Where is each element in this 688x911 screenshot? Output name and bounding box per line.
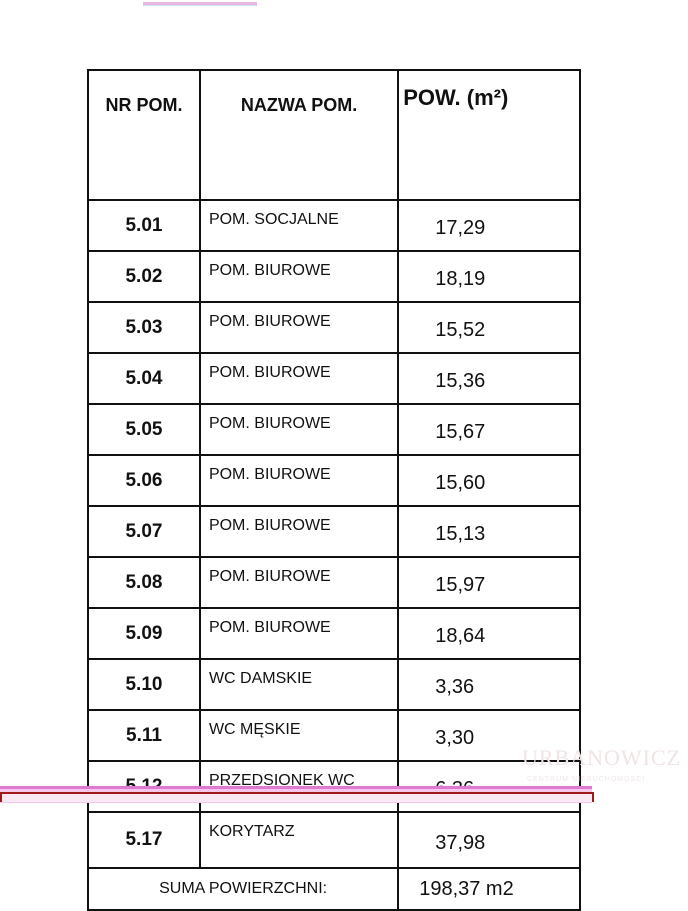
room-area: 15,67 bbox=[397, 403, 581, 456]
room-name: WC MĘSKIE bbox=[198, 709, 400, 762]
room-number: 5.10 bbox=[87, 658, 201, 711]
header-nr: NR POM. bbox=[87, 69, 201, 201]
top-decor-line bbox=[143, 2, 257, 6]
room-name: POM. BIUROWE bbox=[198, 352, 400, 405]
table-row: 5.06 POM. BIUROWE 15,60 bbox=[87, 454, 581, 507]
room-area: 15,60 bbox=[397, 454, 581, 507]
table-row: 5.01 POM. SOCJALNE 17,29 bbox=[87, 199, 581, 252]
total-value: 198,37 m2 bbox=[397, 867, 581, 911]
bottom-frame-border bbox=[0, 792, 594, 802]
room-name: POM. BIUROWE bbox=[198, 403, 400, 456]
room-area: 15,13 bbox=[397, 505, 581, 558]
room-area: 18,64 bbox=[397, 607, 581, 660]
room-area-table: NR POM. NAZWA POM. POW. (m²) 5.01 POM. SO… bbox=[86, 69, 581, 911]
room-number: 5.04 bbox=[87, 352, 201, 405]
room-number: 5.09 bbox=[87, 607, 201, 660]
room-name: POM. BIUROWE bbox=[198, 505, 400, 558]
room-number: 5.05 bbox=[87, 403, 201, 456]
table-row: 5.11 WC MĘSKIE 3,30 bbox=[87, 709, 581, 762]
room-number: 5.11 bbox=[87, 709, 201, 762]
room-number: 5.02 bbox=[87, 250, 201, 303]
watermark-logo: URBANOWICZ bbox=[522, 745, 682, 770]
room-name: POM. BIUROWE bbox=[198, 556, 400, 609]
room-area: 37,98 bbox=[397, 811, 581, 869]
room-area: 3,30 bbox=[397, 709, 581, 762]
room-name: POM. BIUROWE bbox=[198, 607, 400, 660]
room-number: 5.17 bbox=[87, 811, 201, 869]
table-row: 5.17 KORYTARZ 37,98 bbox=[87, 811, 581, 869]
room-area: 15,52 bbox=[397, 301, 581, 354]
table-row: 5.07 POM. BIUROWE 15,13 bbox=[87, 505, 581, 558]
room-number: 5.08 bbox=[87, 556, 201, 609]
room-area: 15,36 bbox=[397, 352, 581, 405]
room-number: 5.01 bbox=[87, 199, 201, 252]
room-name: POM. BIUROWE bbox=[198, 250, 400, 303]
room-name: POM. BIUROWE bbox=[198, 454, 400, 507]
room-name: POM. BIUROWE bbox=[198, 301, 400, 354]
room-area: 17,29 bbox=[397, 199, 581, 252]
table-row: 5.08 POM. BIUROWE 15,97 bbox=[87, 556, 581, 609]
table-row: 5.04 POM. BIUROWE 15,36 bbox=[87, 352, 581, 405]
room-number: 5.07 bbox=[87, 505, 201, 558]
table-row: 5.09 POM. BIUROWE 18,64 bbox=[87, 607, 581, 660]
room-area: 15,97 bbox=[397, 556, 581, 609]
room-number: 5.03 bbox=[87, 301, 201, 354]
room-area: 18,19 bbox=[397, 250, 581, 303]
header-area: POW. (m²) bbox=[397, 69, 581, 201]
table-row: 5.03 POM. BIUROWE 15,52 bbox=[87, 301, 581, 354]
table-row: 5.05 POM. BIUROWE 15,67 bbox=[87, 403, 581, 456]
room-name: WC DAMSKIE bbox=[198, 658, 400, 711]
table-row: 5.02 POM. BIUROWE 18,19 bbox=[87, 250, 581, 303]
header-name: NAZWA POM. bbox=[198, 69, 400, 201]
watermark-tagline: CENTRUM NIERUCHOMOŚCI bbox=[527, 776, 646, 783]
header-row: NR POM. NAZWA POM. POW. (m²) bbox=[87, 69, 581, 201]
total-row: SUMA POWIERZCHNI: 198,37 m2 bbox=[86, 867, 581, 911]
room-name: POM. SOCJALNE bbox=[198, 199, 400, 252]
room-area: 3,36 bbox=[397, 658, 581, 711]
total-label: SUMA POWIERZCHNI: bbox=[86, 867, 400, 911]
table-row: 5.10 WC DAMSKIE 3,36 bbox=[87, 658, 581, 711]
room-number: 5.06 bbox=[87, 454, 201, 507]
room-name: KORYTARZ bbox=[198, 811, 400, 869]
